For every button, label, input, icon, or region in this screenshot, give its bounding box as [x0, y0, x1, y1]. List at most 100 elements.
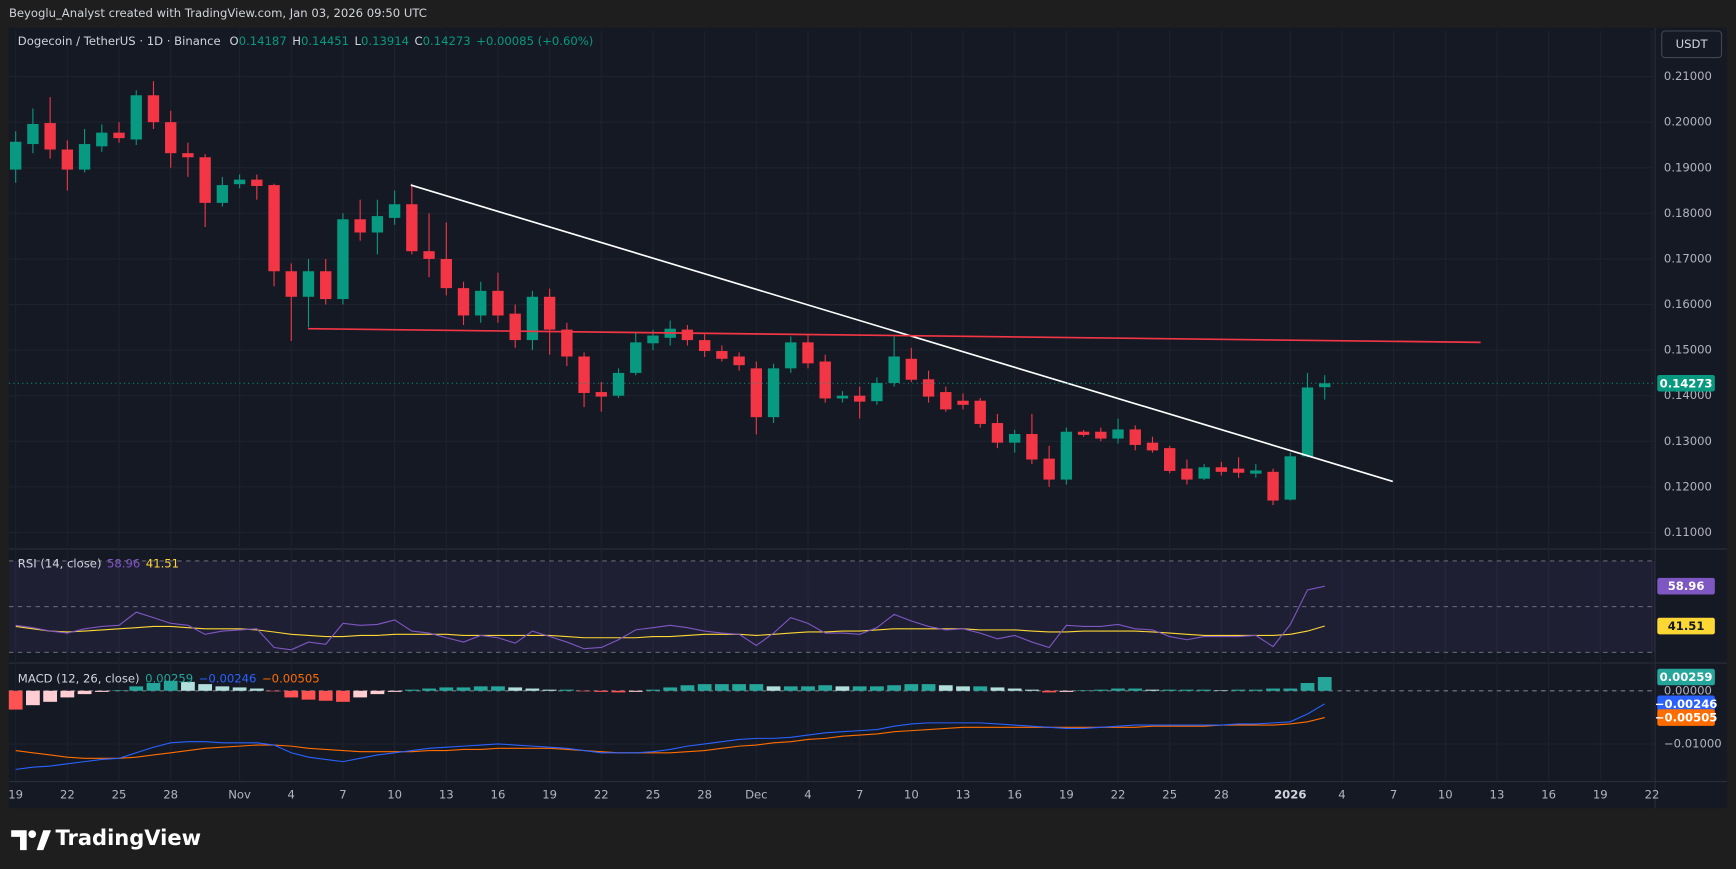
- y-tick-label: 0.18000: [1664, 206, 1712, 220]
- plot: [8, 30, 1656, 781]
- trend-line: [307, 327, 1481, 344]
- candle-body: [302, 271, 315, 297]
- x-tick-label: 28: [697, 787, 712, 801]
- macd-legend-value: −0.00246: [199, 671, 257, 685]
- candle-body: [1319, 383, 1331, 388]
- candle-body: [78, 144, 91, 170]
- x-tick-label: 22: [1645, 787, 1660, 801]
- candle-body: [1060, 431, 1073, 480]
- candle-body: [1284, 456, 1296, 500]
- candle-body: [1232, 468, 1245, 473]
- macd-histogram-bar: [646, 689, 660, 691]
- macd-last: −0.00246: [1655, 697, 1718, 711]
- rsi-value: 58.96: [107, 556, 140, 570]
- y-tick-label: 0.12000: [1664, 479, 1712, 493]
- macd-histogram-bar: [1283, 688, 1298, 691]
- candle-body: [1129, 429, 1141, 445]
- macd-histogram-bar: [732, 684, 746, 691]
- candle-body: [1043, 458, 1055, 480]
- macd-histogram-bar: [577, 690, 591, 692]
- x-tick-label: 22: [594, 787, 609, 801]
- y-tick-label: 0.21000: [1664, 69, 1712, 83]
- x-tick-label: 19: [8, 787, 23, 801]
- candle-body: [681, 329, 694, 341]
- candle-body: [509, 313, 521, 341]
- macd-histogram-bar: [181, 681, 195, 691]
- candle-body: [1267, 471, 1279, 501]
- ohlc-value: 0.14187: [239, 33, 287, 47]
- watermark: Beyoglu_Analyst created with TradingView…: [9, 6, 427, 20]
- candle-body: [285, 271, 297, 297]
- macd-histogram-bar: [559, 689, 574, 691]
- macd-histogram-bar: [301, 690, 316, 700]
- candle-body: [251, 179, 263, 186]
- brand: TradingView: [55, 825, 201, 850]
- candle-body: [578, 356, 590, 393]
- macd-histogram-bar: [94, 690, 109, 692]
- candle-body: [1181, 468, 1193, 480]
- macd-legend-value: 0.00259: [145, 671, 193, 685]
- trend-line: [410, 184, 1393, 483]
- x-tick-label: 7: [1390, 787, 1397, 801]
- macd-histogram-bar: [318, 690, 333, 701]
- rsi-last: 58.96: [1668, 579, 1705, 593]
- x-tick-label: 25: [1162, 787, 1177, 801]
- candle-body: [940, 392, 952, 410]
- candle-body: [853, 395, 866, 402]
- x-tick-label: 22: [1111, 787, 1126, 801]
- candle-body: [1009, 433, 1021, 443]
- x-tick-label: Dec: [745, 787, 767, 801]
- macd-histogram-bar: [680, 685, 695, 691]
- macd-title: MACD (12, 26, close): [18, 671, 140, 685]
- candle-body: [147, 95, 160, 123]
- macd-histogram-bar: [491, 686, 505, 691]
- x-tick-label: 7: [339, 787, 346, 801]
- macd-histogram-bar: [783, 686, 798, 691]
- macd-histogram-bar: [1180, 689, 1194, 691]
- x-tick-label: 7: [856, 787, 863, 801]
- candle-body: [96, 132, 108, 147]
- macd-histogram-bar: [749, 684, 764, 691]
- rsi-band: [8, 560, 1656, 653]
- macd-histogram-bar: [628, 690, 643, 692]
- macd-legend: MACD (12, 26, close) 0.00259 −0.00246 −0.00…: [18, 671, 320, 685]
- macd-histogram-bar: [8, 690, 23, 710]
- candle-body: [1198, 467, 1210, 479]
- y-tick-label: 0.11000: [1664, 525, 1712, 539]
- macd-histogram-bar: [284, 690, 299, 698]
- macd-histogram-bar: [1042, 690, 1057, 693]
- macd-histogram-bar: [973, 686, 988, 691]
- ohlc-value: 0.14451: [301, 33, 349, 47]
- candle-body: [1301, 387, 1314, 457]
- rsi-line: [15, 585, 1325, 651]
- macd-histogram-bar: [870, 686, 884, 691]
- macd-histogram-bar: [456, 687, 471, 691]
- macd-histogram-last-box: [1657, 668, 1715, 686]
- candle-body: [888, 356, 900, 383]
- candle-body: [991, 423, 1004, 443]
- x-tick-label: 13: [956, 787, 971, 801]
- macd-histogram-bar: [594, 690, 609, 692]
- brand-logo: [11, 830, 52, 851]
- macd-histogram-bar: [249, 688, 264, 691]
- current-price: 0.14273: [1660, 376, 1713, 390]
- candle-body: [130, 95, 142, 140]
- x-tick-label: 13: [1490, 787, 1505, 801]
- candle-body: [1146, 442, 1159, 451]
- x-tick-label: 16: [1007, 787, 1022, 801]
- macd-histogram-bar: [1007, 688, 1022, 691]
- candle-body: [165, 122, 177, 154]
- macd-histogram-bar: [267, 690, 281, 692]
- macd-histogram-bar: [542, 689, 557, 691]
- macd-signal-last-box: [1657, 709, 1715, 726]
- macd-histogram-last: 0.00259: [1660, 670, 1713, 684]
- macd-histogram-bar: [112, 690, 126, 691]
- currency-box[interactable]: [1661, 30, 1723, 59]
- macd-histogram-bar: [422, 688, 436, 691]
- candle-body: [113, 132, 125, 139]
- macd-histogram-bar: [439, 687, 454, 691]
- macd-histogram-bar: [1197, 689, 1212, 691]
- rsi-ma-last-box: [1657, 617, 1715, 635]
- candle-body: [1112, 429, 1124, 439]
- currency[interactable]: USDT: [1676, 37, 1709, 51]
